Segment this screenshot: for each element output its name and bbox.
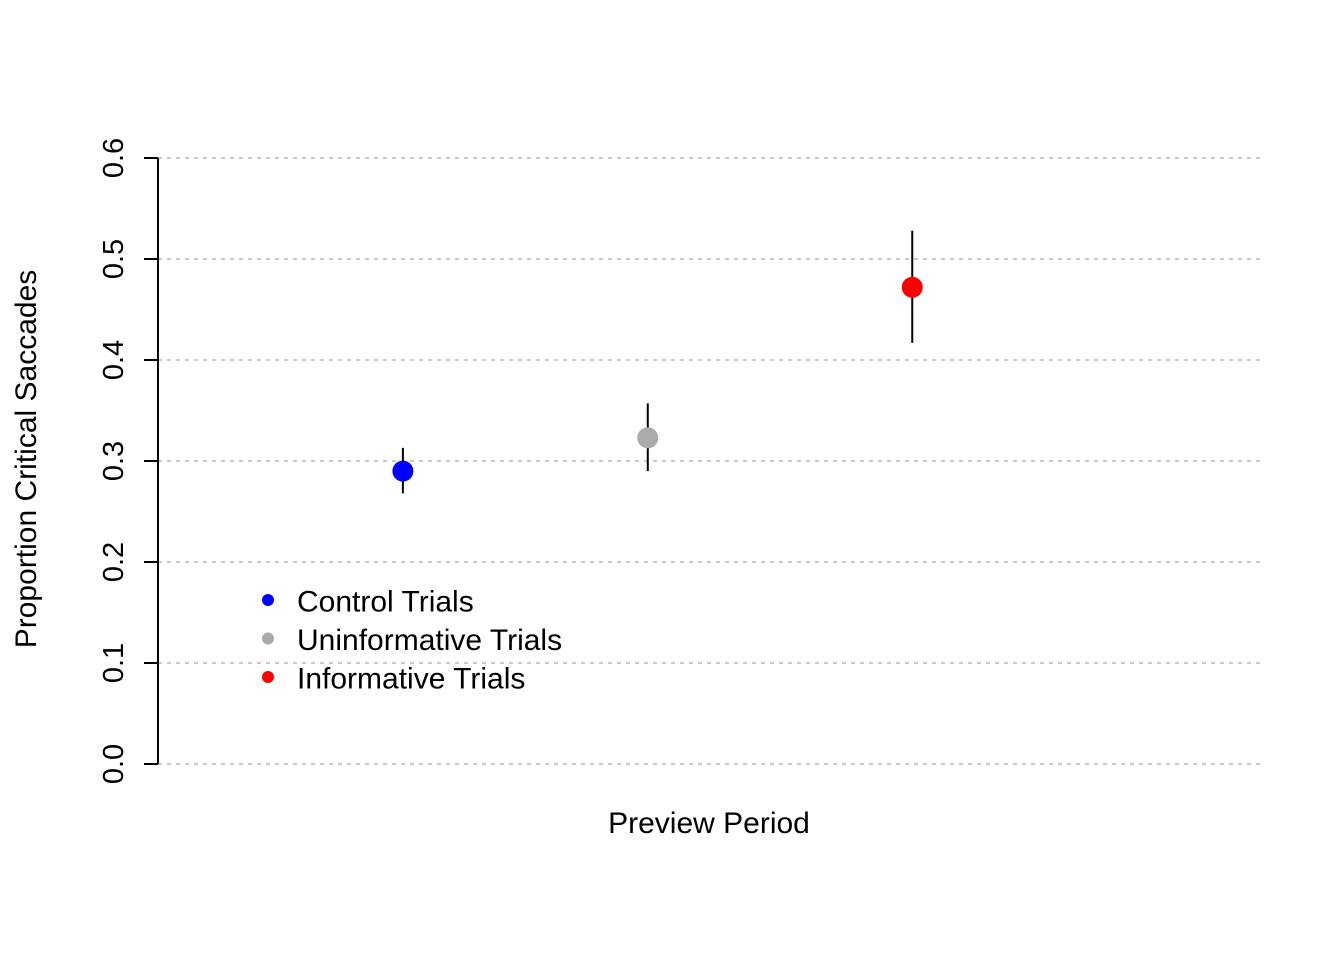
y-tick-label: 0.0 <box>98 744 130 784</box>
y-tick-label: 0.4 <box>98 340 130 380</box>
legend-marker <box>262 671 274 683</box>
y-tick-label: 0.1 <box>98 643 130 683</box>
y-tick-label: 0.5 <box>98 239 130 279</box>
y-axis-title: Proportion Critical Saccades <box>10 270 43 649</box>
x-axis-title: Preview Period <box>608 807 810 840</box>
y-tick-label: 0.3 <box>98 441 130 481</box>
grid-lines <box>158 157 1260 765</box>
y-tick-label: 0.6 <box>98 138 130 178</box>
legend-marker <box>262 632 274 645</box>
legend: Control Trials Uninformative Trials Inform… <box>262 586 562 696</box>
legend-label: Informative Trials <box>297 663 525 696</box>
data-point <box>901 276 923 298</box>
legend-label: Control Trials <box>297 586 474 619</box>
y-axis: 0.0 0.1 0.2 0.3 0.4 0.5 0.6 <box>98 138 159 784</box>
legend-label: Uninformative Trials <box>297 624 562 657</box>
y-tick-label: 0.2 <box>98 542 130 582</box>
data-points <box>392 230 923 494</box>
legend-marker <box>262 594 274 606</box>
data-point <box>637 427 659 449</box>
data-point <box>392 460 414 482</box>
